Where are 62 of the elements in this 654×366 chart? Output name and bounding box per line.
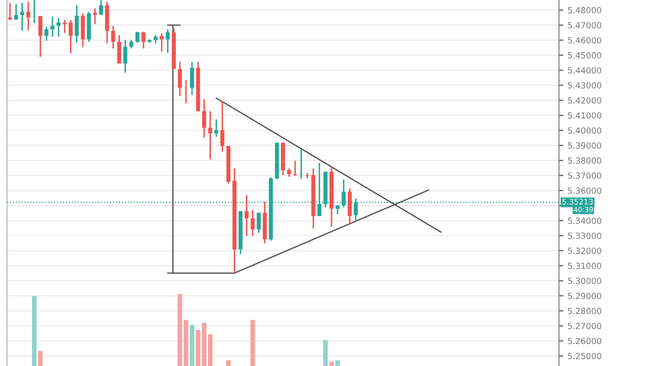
y-tick-label: 5.44000 [568,67,602,74]
y-tick-label: 5.39000 [568,142,602,149]
candlestick [135,31,140,44]
candlestick [111,25,116,50]
candlestick [160,32,164,52]
candlestick [14,3,18,21]
bar [335,360,340,366]
candlestick [208,110,212,160]
y-tick-label: 5.32000 [568,248,602,254]
candlestick [44,26,48,42]
candlestick [80,12,85,48]
candlestick [68,19,73,54]
y-tick-label: 5.46000 [568,37,602,44]
candlestick [190,61,194,96]
y-tick-label: 5.34000 [568,218,602,224]
y-tick-label: 5.36000 [568,188,602,194]
y-tick-label: 5.37000 [568,172,602,179]
bar [323,340,328,366]
candlestick [38,15,42,58]
candlestick [56,17,61,38]
candlestick [99,0,104,16]
bar [226,360,231,366]
candlestick [141,31,146,50]
y-tick-label: 5.38000 [568,157,602,164]
y-tick-label: 5.31000 [568,262,602,269]
y-tick-label: 5.42000 [568,97,602,104]
y-tick-label: 5.45000 [568,52,602,58]
y-tick-label: 5.41000 [568,112,602,119]
candlestick [117,34,122,64]
candlestick [256,212,261,234]
y-tick-label: 5.33000 [568,232,602,239]
candlestick [26,1,30,31]
candlestick [220,100,224,152]
bar [329,362,334,366]
candlestick [202,98,206,138]
y-tick-label: 5.28000 [568,308,602,314]
candlestick [244,194,249,237]
y-tick-label: 5.48000 [568,7,602,14]
candlestick [178,61,182,97]
bar [190,324,194,366]
candlestick [184,79,188,104]
y-tick-label: 5.30000 [568,278,602,284]
candlestick [250,209,255,237]
y-tick-label: 5.40000 [568,127,602,134]
y-tick-label: 5.43000 [568,82,602,89]
candlestick [214,118,218,138]
candlestick [166,28,170,54]
candlestick [123,39,128,74]
bar [32,296,37,366]
y-tick-label: 5.29000 [568,292,602,300]
candlestick [20,2,24,32]
bar [250,320,255,366]
y-tick-label: 5.27000 [568,322,602,330]
bar [38,350,43,366]
candlestick [50,16,54,38]
candlestick [299,148,304,180]
candlestick [8,2,12,21]
y-tick-label: 5.25000 [568,352,602,360]
y-tick-label: 5.26000 [568,338,602,344]
candlestick [74,4,79,44]
y-tick-label: 5.47000 [568,22,602,28]
candlestick [62,19,67,34]
